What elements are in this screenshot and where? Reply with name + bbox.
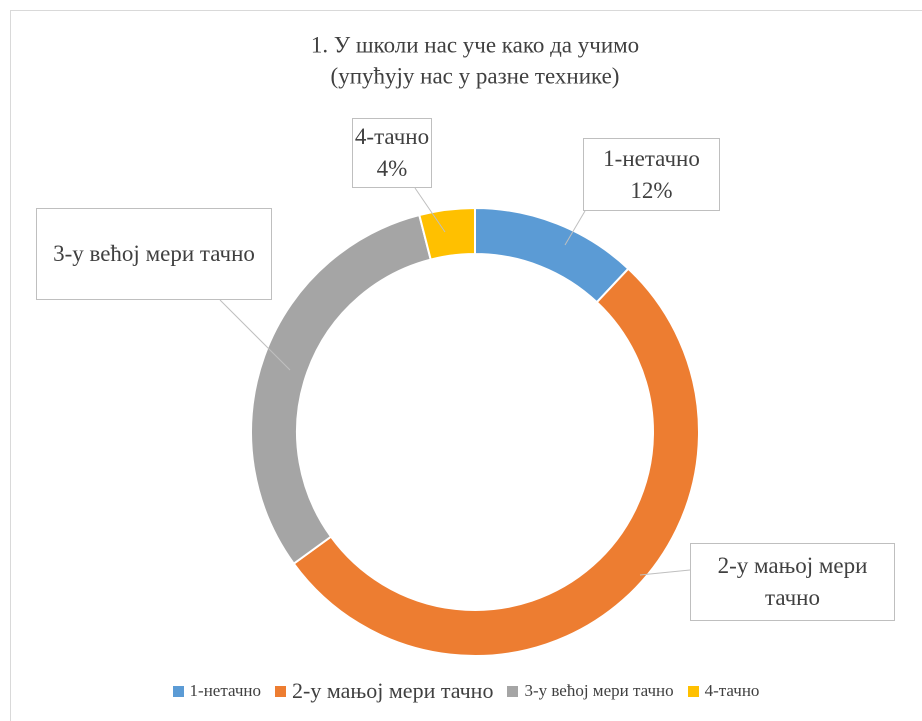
legend-label: 3-у већој мери тачно: [524, 681, 674, 700]
callout-pointer: [219, 299, 291, 371]
chart-title: (упућују нас у разне технике): [331, 63, 620, 88]
data-label-category: 1-нетачно: [603, 145, 700, 171]
data-label: 1-нетачно 12%: [583, 138, 720, 211]
callout-pointer: [639, 569, 691, 576]
data-label-value: 12%: [630, 177, 673, 203]
data-label: 3-у већој мери тачно: [36, 208, 272, 300]
chart-title: 1. У школи нас уче како да учимо: [311, 32, 639, 57]
data-label-category: 3-у већој мери тачно: [53, 241, 255, 266]
legend-label: 2-у мањој мери тачно: [292, 678, 494, 703]
legend-item: 3-у већој мери тачно: [507, 681, 674, 701]
legend-item: 2-у мањој мери тачно: [275, 678, 493, 704]
legend-label: 1-нетачно: [189, 681, 261, 700]
legend-swatch: [507, 685, 519, 697]
legend-item: 1-нетачно: [172, 681, 261, 701]
donut-segment: [292, 267, 700, 657]
legend-swatch: [687, 685, 699, 697]
legend-swatch: [172, 685, 184, 697]
callout-pointer: [414, 187, 446, 233]
legend-swatch: [275, 685, 286, 697]
legend-item: 4-тачно: [687, 681, 760, 701]
data-label-category: 2-у мањој мери тачно: [717, 553, 868, 610]
legend: 1-нетачно 2-у мањој мери тачно 3-у већој м…: [10, 676, 922, 706]
data-label-value: 4%: [376, 156, 408, 181]
data-label: 2-у мањој мери тачно: [690, 543, 895, 621]
callout-pointer: [564, 210, 586, 246]
donut-segment: [418, 206, 476, 261]
data-label-category: 4-тачно: [354, 124, 430, 149]
legend-label: 4-тачно: [704, 681, 760, 700]
data-label: 4-тачно 4%: [352, 118, 432, 188]
